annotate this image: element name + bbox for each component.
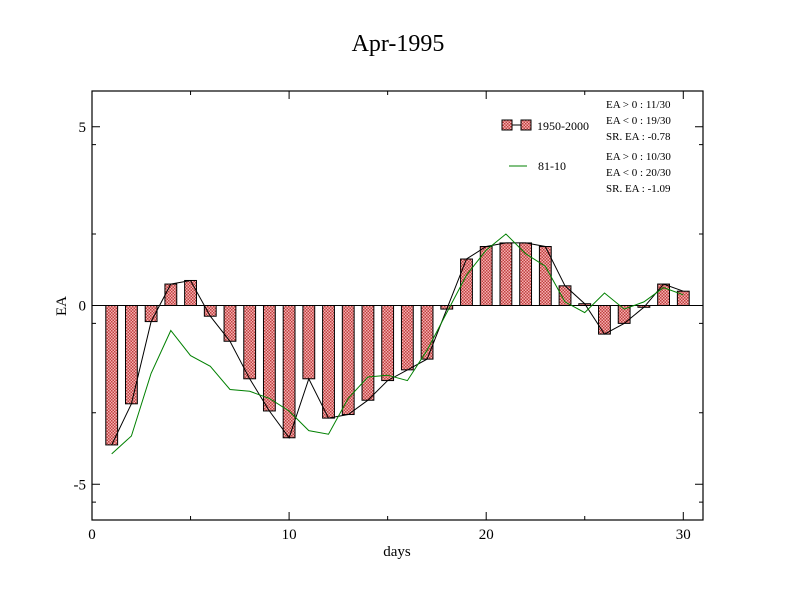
- legend-label-81-10: 81-10: [538, 159, 566, 173]
- bar-day-1: [105, 305, 119, 446]
- y-axis-label: EA: [54, 296, 70, 316]
- bar-day-4: [164, 283, 178, 306]
- line-series-0: [111, 242, 684, 446]
- bar-day-21: [499, 242, 513, 306]
- bar-day-6: [203, 305, 217, 317]
- legend: 1950-2000 81-10 EA > 0 : 11/30 EA < 0 : …: [501, 99, 671, 195]
- bar-series-1950-2000: [105, 242, 690, 446]
- stat-1950-2000-negative: EA < 0 : 19/30: [606, 115, 671, 127]
- legend-swatch-bar-right: [520, 119, 532, 131]
- chart-title: Apr-1995: [352, 31, 445, 57]
- axis-ticks: 0 10 20 30 -5 0 5: [74, 91, 703, 543]
- bar-day-12: [322, 305, 335, 419]
- stat-81-10-negative: EA < 0 : 20/30: [606, 167, 671, 179]
- stat-81-10-sr: SR. EA : -1.09: [606, 183, 671, 195]
- bar-day-14: [361, 305, 375, 401]
- x-tick-label-30: 30: [676, 527, 691, 543]
- bar-day-5: [184, 279, 197, 307]
- line-series-1: [111, 233, 684, 455]
- bar-day-2: [125, 305, 138, 405]
- legend-label-1950-2000: 1950-2000: [537, 119, 589, 133]
- x-tick-label-10: 10: [282, 527, 297, 543]
- bar-day-15: [381, 305, 395, 382]
- bar-day-10: [282, 305, 296, 439]
- x-axis-label: days: [383, 544, 411, 560]
- bar-day-16: [400, 305, 414, 371]
- y-tick-label-0: 0: [79, 299, 87, 315]
- stat-1950-2000-positive: EA > 0 : 11/30: [606, 99, 671, 111]
- bar-day-8: [243, 305, 257, 380]
- y-tick-label-5: 5: [79, 120, 87, 136]
- bar-day-22: [519, 242, 533, 306]
- stat-1950-2000-sr: SR. EA : -0.78: [606, 131, 671, 143]
- x-tick-label-0: 0: [88, 527, 96, 543]
- bar-day-26: [598, 305, 611, 335]
- bar-day-11: [302, 305, 316, 380]
- line-series: [111, 233, 684, 455]
- y-tick-label--5: -5: [74, 477, 87, 493]
- stat-81-10-positive: EA > 0 : 10/30: [606, 151, 671, 163]
- legend-swatch-bar-left: [501, 119, 513, 131]
- bar-day-24: [558, 285, 572, 306]
- bar-day-9: [262, 305, 276, 412]
- x-tick-label-20: 20: [479, 527, 494, 543]
